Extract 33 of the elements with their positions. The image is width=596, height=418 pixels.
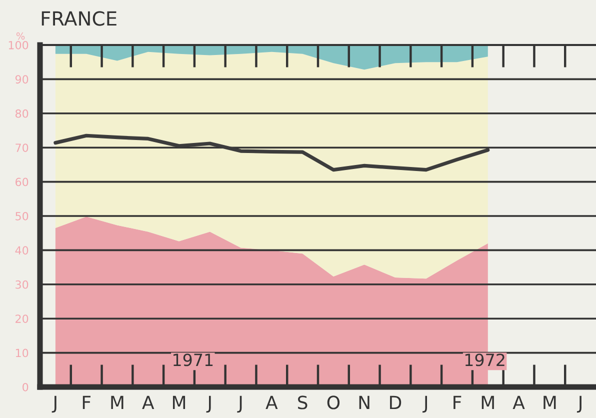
y-tick-label: 80	[16, 109, 28, 118]
y-tick-label: 90	[15, 75, 28, 84]
x-tick-label: N	[359, 396, 370, 410]
x-tick-label: J	[237, 396, 242, 413]
y-tick-label: 40	[15, 246, 28, 255]
x-tick-label: M	[172, 396, 186, 410]
x-tick-label: F	[454, 396, 462, 410]
chart-title: FRANCE	[42, 11, 116, 26]
y-tick-label: 60	[16, 178, 28, 186]
x-tick-label: S	[298, 396, 308, 410]
annotation: 1972	[465, 354, 504, 366]
x-tick-label: J	[576, 396, 582, 413]
y-tick-label: 50	[16, 212, 28, 220]
y-tick-label: 100	[8, 40, 28, 50]
x-tick-label: F	[82, 396, 90, 410]
x-tick-label: J	[206, 396, 211, 413]
y-axis-title: %	[16, 32, 25, 40]
x-tick-label: D	[390, 396, 402, 410]
x-tick-label: O	[327, 396, 340, 410]
x-tick-label: M	[482, 396, 494, 410]
x-tick-label: M	[111, 396, 124, 410]
x-tick-label: J	[422, 396, 427, 413]
y-tick-label: 0	[22, 382, 28, 392]
x-tick-label: A	[266, 396, 278, 410]
x-tick-label: A	[142, 396, 154, 410]
y-tick-label: 20	[16, 314, 28, 323]
y-tick-label: 30	[16, 280, 28, 289]
x-tick-label: J	[52, 396, 56, 413]
x-tick-label: M	[544, 396, 556, 410]
y-tick-label: 70	[16, 144, 28, 152]
annotation: 1971	[174, 354, 213, 366]
x-tick-label: A	[512, 396, 525, 410]
y-tick-label: 10	[16, 348, 28, 358]
